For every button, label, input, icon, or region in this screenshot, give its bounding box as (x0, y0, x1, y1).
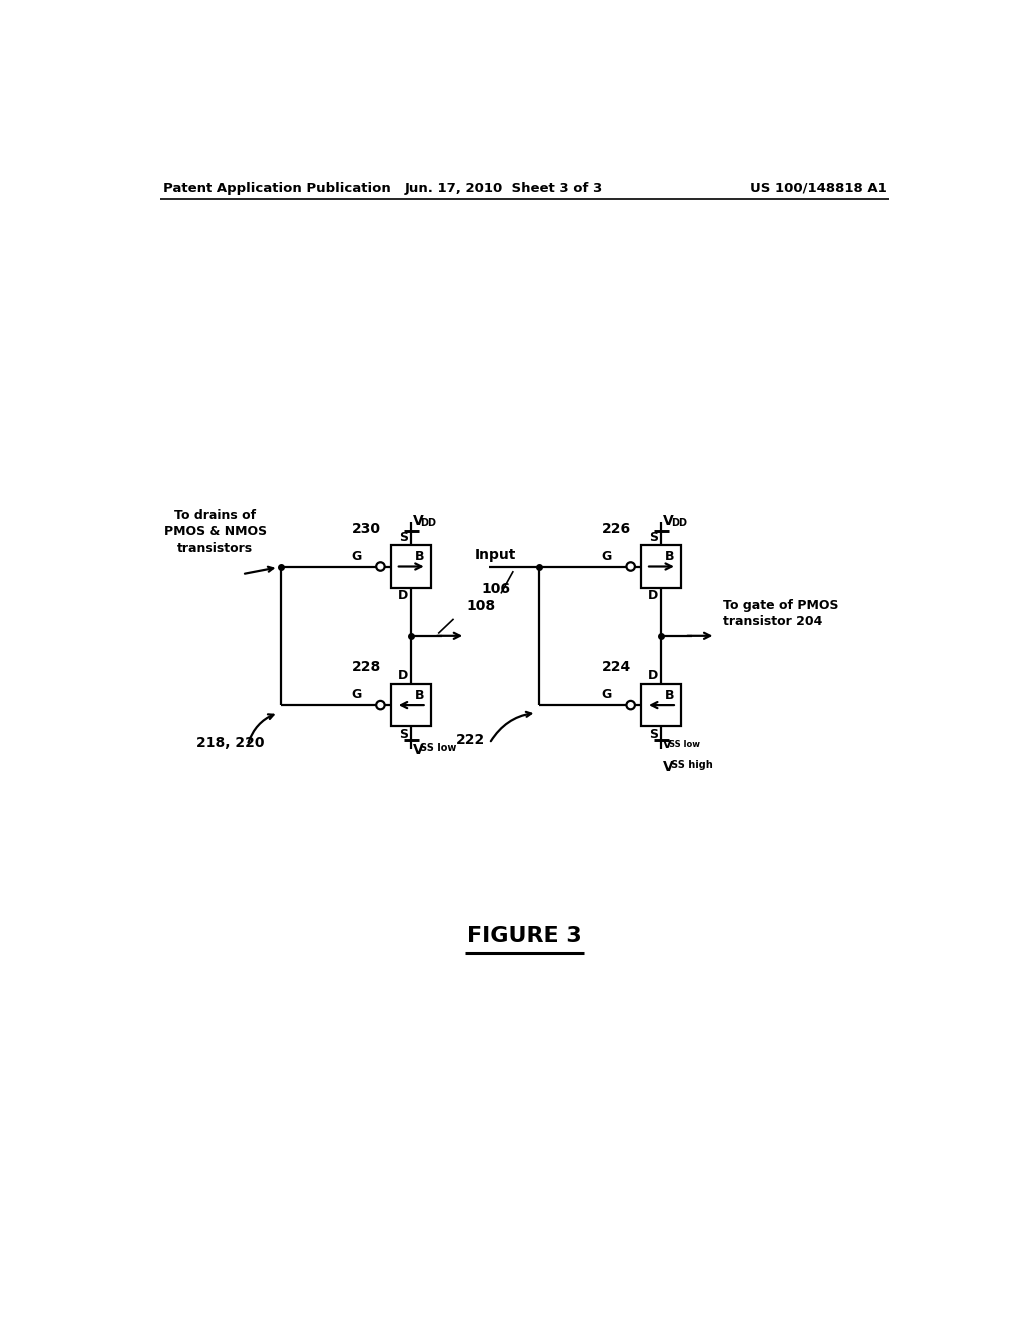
Text: 230: 230 (352, 521, 381, 536)
Text: FIGURE 3: FIGURE 3 (467, 927, 583, 946)
Circle shape (627, 701, 635, 709)
Text: To gate of PMOS
transistor 204: To gate of PMOS transistor 204 (723, 598, 839, 628)
Text: G: G (601, 688, 611, 701)
Text: B: B (666, 550, 675, 564)
Text: DD: DD (421, 519, 436, 528)
Text: D: D (398, 589, 409, 602)
Text: V: V (663, 741, 672, 750)
Text: G: G (601, 549, 611, 562)
Text: SS low: SS low (669, 741, 700, 750)
Text: S: S (399, 531, 409, 544)
Text: D: D (648, 669, 658, 682)
Text: V: V (413, 515, 424, 528)
Text: 226: 226 (602, 521, 631, 536)
Text: SS high: SS high (671, 760, 713, 770)
Text: 228: 228 (351, 660, 381, 675)
Text: S: S (649, 531, 658, 544)
Text: Patent Application Publication: Patent Application Publication (163, 182, 390, 194)
Bar (641, 545, 682, 587)
Text: 222: 222 (457, 734, 485, 747)
Text: D: D (398, 669, 409, 682)
Text: US 100/148818 A1: US 100/148818 A1 (750, 182, 887, 194)
Text: 218, 220: 218, 220 (197, 735, 265, 750)
Text: To drains of
PMOS & NMOS
transistors: To drains of PMOS & NMOS transistors (164, 510, 267, 554)
Text: V: V (663, 760, 674, 774)
Text: S: S (649, 727, 658, 741)
Text: G: G (351, 688, 361, 701)
Circle shape (627, 562, 635, 570)
Text: 224: 224 (602, 660, 631, 675)
Text: B: B (415, 550, 425, 564)
Text: D: D (648, 589, 658, 602)
Text: SS low: SS low (421, 743, 457, 754)
Text: V: V (413, 743, 424, 758)
Text: 108: 108 (467, 599, 496, 612)
Text: Jun. 17, 2010  Sheet 3 of 3: Jun. 17, 2010 Sheet 3 of 3 (404, 182, 603, 194)
Text: DD: DD (671, 519, 687, 528)
Bar (641, 684, 682, 726)
Text: B: B (415, 689, 425, 702)
Text: Input: Input (475, 548, 516, 562)
Circle shape (376, 701, 385, 709)
Text: 106: 106 (482, 582, 511, 595)
Text: B: B (666, 689, 675, 702)
Text: V: V (663, 515, 674, 528)
Text: G: G (351, 549, 361, 562)
Circle shape (376, 562, 385, 570)
Bar (391, 684, 431, 726)
Bar (391, 545, 431, 587)
Text: S: S (399, 727, 409, 741)
